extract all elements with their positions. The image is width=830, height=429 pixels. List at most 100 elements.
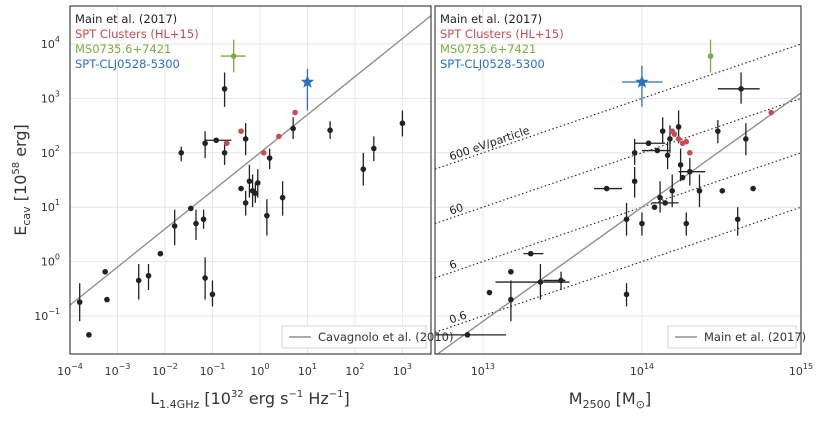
left-line-legend-label: Cavagnolo et al. (2010) bbox=[318, 330, 453, 344]
dot-marker bbox=[252, 190, 259, 197]
dot-marker bbox=[651, 204, 658, 210]
dot-marker bbox=[230, 53, 237, 59]
data-point bbox=[734, 207, 741, 236]
dot-marker bbox=[679, 174, 686, 181]
ytick-label: 103 bbox=[41, 89, 60, 105]
data-point bbox=[300, 68, 315, 111]
left-header-legend: Main et al. (2017)SPT Clusters (HL+15)MS… bbox=[75, 12, 199, 71]
energy-line bbox=[435, 97, 801, 225]
left-plot-area bbox=[70, 15, 431, 338]
data-point bbox=[145, 264, 152, 291]
data-point bbox=[719, 188, 726, 194]
data-point bbox=[594, 185, 623, 192]
data-point bbox=[193, 209, 199, 240]
dot-marker bbox=[178, 150, 185, 156]
data-point bbox=[657, 181, 663, 213]
dot-marker bbox=[202, 140, 208, 147]
data-point bbox=[202, 257, 208, 300]
dot-marker bbox=[171, 223, 178, 229]
dot-marker bbox=[508, 296, 514, 303]
right-header-legend: Main et al. (2017)SPT Clusters (HL+15)MS… bbox=[440, 12, 564, 71]
dot-marker bbox=[327, 127, 333, 134]
dot-marker bbox=[623, 216, 630, 223]
right-xtick-label: 1014 bbox=[630, 362, 654, 378]
data-point bbox=[768, 109, 775, 116]
dot-marker bbox=[264, 212, 270, 219]
dot-marker bbox=[734, 216, 741, 223]
dot-marker bbox=[639, 220, 645, 227]
data-point bbox=[266, 148, 273, 170]
dot-marker bbox=[242, 136, 249, 142]
dot-marker bbox=[209, 291, 216, 298]
dot-marker bbox=[659, 128, 666, 134]
left-xtick-label: 10−1 bbox=[200, 362, 226, 378]
energy-line-label: 0.6 bbox=[448, 309, 469, 327]
data-point bbox=[543, 271, 566, 291]
right-header-legend-line: Main et al. (2017) bbox=[440, 12, 542, 26]
data-point bbox=[679, 174, 686, 181]
dot-marker bbox=[667, 136, 673, 142]
dot-marker bbox=[738, 86, 744, 92]
star-marker bbox=[635, 75, 649, 88]
dot-marker bbox=[221, 86, 228, 92]
data-point bbox=[683, 212, 690, 236]
data-point bbox=[671, 131, 678, 137]
data-point bbox=[623, 283, 630, 307]
dot-marker bbox=[677, 162, 684, 168]
data-point bbox=[202, 131, 208, 159]
ytick-label: 102 bbox=[41, 144, 60, 160]
dot-marker bbox=[102, 268, 108, 275]
dot-marker bbox=[537, 279, 544, 285]
dot-marker bbox=[603, 185, 610, 192]
right-line-legend: Main et al. (2017) bbox=[667, 325, 806, 349]
data-point bbox=[683, 138, 690, 145]
dot-marker bbox=[135, 277, 142, 284]
left-xtick-label: 10−4 bbox=[57, 362, 83, 378]
data-point bbox=[246, 164, 253, 198]
dot-marker bbox=[664, 152, 671, 159]
dot-marker bbox=[657, 194, 663, 201]
data-point bbox=[104, 296, 110, 303]
data-point bbox=[276, 133, 282, 140]
data-point bbox=[707, 39, 714, 73]
data-point bbox=[664, 141, 671, 170]
dot-marker bbox=[662, 200, 668, 206]
data-point bbox=[651, 204, 658, 210]
right-ticks: 1013 1014 1015 bbox=[471, 362, 813, 378]
data-point bbox=[135, 264, 142, 300]
energy-line-label: 6 bbox=[448, 258, 459, 273]
energy-line bbox=[435, 206, 801, 333]
right-fit-line bbox=[436, 92, 801, 354]
right-header-legend-line: SPT Clusters (HL+15) bbox=[440, 27, 564, 41]
data-point bbox=[495, 264, 570, 300]
data-point bbox=[242, 123, 249, 156]
dot-marker bbox=[104, 296, 110, 303]
dot-marker bbox=[188, 205, 194, 212]
ytick-label: 104 bbox=[41, 35, 60, 51]
ytick-label: 100 bbox=[41, 253, 60, 269]
energy-line-label: 60 bbox=[448, 201, 465, 218]
dot-marker bbox=[279, 194, 286, 201]
data-point bbox=[717, 72, 760, 104]
ytick-label: 101 bbox=[41, 198, 60, 214]
data-point bbox=[86, 332, 92, 338]
energy-line-label: 600 eV/particle bbox=[448, 124, 532, 164]
dot-marker bbox=[371, 145, 377, 152]
data-point bbox=[200, 209, 207, 229]
data-point bbox=[220, 39, 246, 73]
left-panel: 10−4 10−3 10−2 10−1 100 101 102 103 10−1 100 101 10… bbox=[11, 5, 453, 411]
dot-marker bbox=[687, 150, 693, 156]
energy-line bbox=[435, 152, 801, 279]
data-point bbox=[221, 72, 228, 107]
left-xtick-label: 103 bbox=[393, 362, 412, 378]
dot-marker bbox=[464, 332, 471, 338]
dot-marker bbox=[696, 188, 703, 194]
dot-marker bbox=[750, 185, 756, 192]
data-point bbox=[178, 146, 185, 162]
left-ticks: 10−4 10−3 10−2 10−1 100 101 102 103 10−1 100 101 10… bbox=[34, 35, 412, 378]
dot-marker bbox=[292, 109, 298, 116]
ytick-label: 10−1 bbox=[34, 307, 60, 323]
data-point bbox=[254, 169, 261, 198]
left-xlabel: L1.4GHz [1032 erg s−1 Hz−1] bbox=[150, 389, 350, 411]
